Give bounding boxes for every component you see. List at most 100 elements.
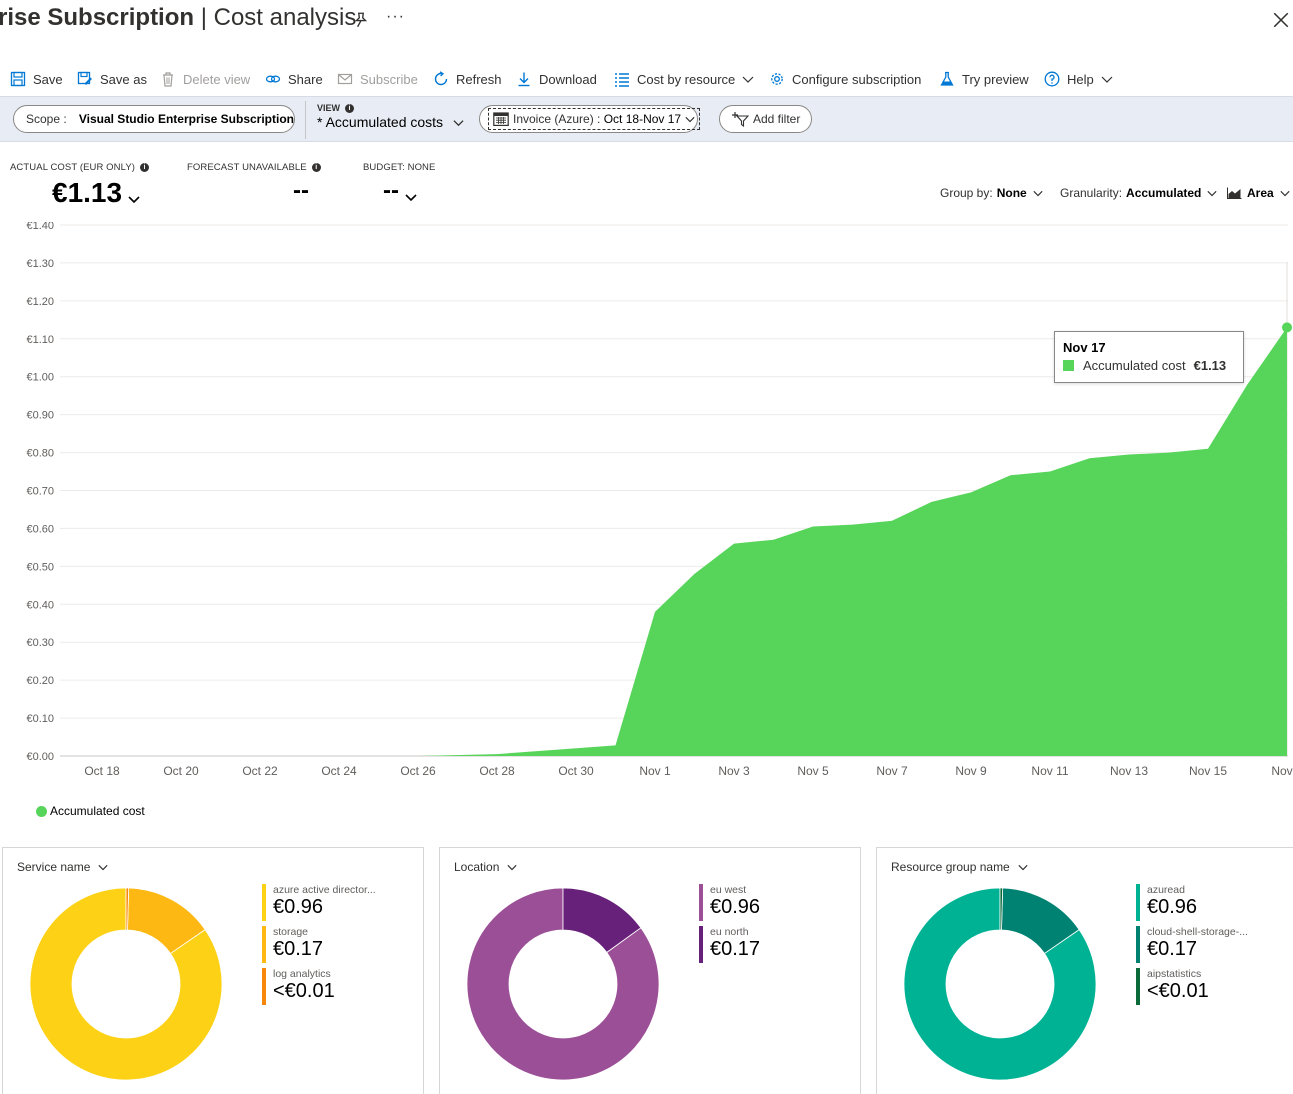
legend-color-bar — [699, 884, 703, 921]
granularity-value: Accumulated — [1126, 186, 1202, 200]
legend-swatch — [36, 805, 47, 817]
card-legend-item[interactable]: storage €0.17 — [262, 926, 376, 963]
scope-label: Scope : — [26, 112, 67, 126]
close-icon[interactable] — [1272, 11, 1290, 29]
card-legend-item[interactable]: eu west €0.96 — [699, 884, 760, 921]
view-label: VIEW — [317, 103, 341, 113]
save-label: Save — [33, 71, 63, 87]
y-tick-label: €0.20 — [26, 675, 54, 687]
breakdown-card: Service name azure active director... €0.9… — [2, 847, 424, 1094]
forecast-kpi: FORECAST UNAVAILABLE i -- — [187, 162, 321, 205]
add-filter-button[interactable]: Add filter — [719, 105, 812, 133]
chevron-down-icon — [1018, 864, 1028, 871]
x-tick-label: Oct 22 — [242, 764, 278, 778]
card-title-dropdown[interactable]: Resource group name — [891, 860, 1028, 874]
y-tick-label: €0.70 — [26, 486, 54, 498]
download-button[interactable]: Download — [516, 68, 597, 90]
chevron-down-icon — [98, 864, 108, 871]
accumulated-cost-chart[interactable]: €0.00 €0.10 €0.20 €0.30 €0.40 €0.50 €0.60 €0.70… — [0, 222, 1293, 792]
card-legend: azure active director... €0.96 storage €0.1… — [262, 884, 376, 1011]
donut-segment[interactable] — [904, 888, 1096, 1080]
share-button[interactable]: Share — [265, 68, 323, 90]
donut-segment[interactable] — [467, 888, 659, 1080]
info-icon: i — [345, 103, 355, 113]
y-tick-label: €1.20 — [26, 296, 54, 308]
x-tick-label: Oct 28 — [479, 764, 515, 778]
share-link-icon — [265, 75, 281, 83]
pin-icon[interactable] — [352, 11, 370, 29]
card-legend-item[interactable]: log analytics <€0.01 — [262, 968, 376, 1005]
chevron-down-icon — [128, 196, 140, 204]
donut-segment[interactable] — [30, 888, 222, 1080]
data-point — [1282, 322, 1292, 333]
chart-type-dropdown[interactable]: Area — [1227, 186, 1290, 200]
legend-color-bar — [262, 968, 266, 1005]
x-tick-label: Oct 24 — [321, 764, 357, 778]
y-tick-label: €1.40 — [26, 222, 54, 232]
info-icon[interactable]: i — [140, 163, 150, 172]
donut-chart[interactable] — [467, 888, 659, 1080]
more-options-icon[interactable]: ··· — [386, 8, 405, 25]
card-title-dropdown[interactable]: Service name — [17, 860, 108, 874]
configure-subscription-label: Configure subscription — [792, 71, 922, 87]
area-series — [418, 327, 1287, 756]
flask-icon — [940, 71, 954, 86]
try-preview-button[interactable]: Try preview — [939, 68, 1029, 90]
trash-icon — [163, 72, 173, 87]
scope-pill[interactable]: Scope : Visual Studio Enterprise Subscri… — [13, 105, 295, 133]
date-range-pill[interactable]: Invoice (Azure) : Oct 18-Nov 17 — [479, 105, 701, 133]
card-legend-item[interactable]: eu north €0.17 — [699, 926, 760, 963]
try-preview-label: Try preview — [962, 71, 1029, 87]
refresh-button[interactable]: Refresh — [433, 68, 502, 90]
chart-tooltip: Nov 17 Accumulated cost €1.13 — [1054, 331, 1244, 383]
donut-segment[interactable] — [999, 888, 1004, 931]
donut-segment[interactable] — [562, 888, 642, 953]
forecast-label-row: FORECAST UNAVAILABLE i — [187, 162, 321, 173]
group-by-dropdown[interactable]: Group by: None — [940, 186, 1043, 200]
list-icon — [615, 73, 629, 87]
delete-view-button[interactable]: Delete view — [160, 68, 250, 90]
view-selector[interactable]: VIEW i * Accumulated costs — [317, 103, 464, 130]
legend-item-value: €0.17 — [710, 938, 761, 960]
donut-segment[interactable] — [125, 888, 130, 931]
y-tick-label: €0.90 — [26, 410, 54, 422]
card-legend-item[interactable]: azure active director... €0.96 — [262, 884, 376, 921]
budget-value-row[interactable]: -- — [383, 177, 435, 205]
legend-item-name: azuread — [1147, 884, 1185, 896]
help-dropdown[interactable]: Help — [1044, 68, 1113, 90]
tooltip-series: Accumulated cost — [1083, 358, 1186, 373]
actual-cost-value-row[interactable]: €1.13 — [52, 177, 149, 209]
chevron-down-icon — [1207, 190, 1217, 197]
calendar-icon — [493, 112, 509, 126]
budget-value: -- — [383, 177, 399, 204]
x-tick-label: Oct 20 — [163, 764, 199, 778]
subscribe-label: Subscribe — [360, 71, 418, 87]
cost-by-resource-dropdown[interactable]: Cost by resource — [614, 68, 754, 90]
legend-item-value: €0.96 — [273, 896, 324, 918]
configure-subscription-button[interactable]: Configure subscription — [769, 68, 921, 90]
area-chart-icon — [1227, 187, 1242, 199]
legend-item-value: €0.96 — [710, 896, 761, 918]
card-legend-item[interactable]: aipstatistics <€0.01 — [1136, 968, 1248, 1005]
donut-chart[interactable] — [904, 888, 1096, 1080]
gear-icon — [771, 73, 783, 85]
page-title-separator: | — [194, 4, 214, 31]
card-title: Location — [454, 860, 500, 874]
chart-legend[interactable]: Accumulated cost — [36, 804, 145, 818]
subscribe-button[interactable]: Subscribe — [337, 68, 418, 90]
save-as-button[interactable]: Save as — [77, 68, 147, 90]
legend-item-name: eu west — [710, 884, 747, 896]
info-icon[interactable]: i — [311, 163, 321, 172]
chevron-down-icon — [405, 194, 417, 202]
card-legend-item[interactable]: azuread €0.96 — [1136, 884, 1248, 921]
card-legend-item[interactable]: cloud-shell-storage-... €0.17 — [1136, 926, 1248, 963]
save-button[interactable]: Save — [10, 68, 63, 90]
donut-chart[interactable] — [30, 888, 222, 1080]
card-title-dropdown[interactable]: Location — [454, 860, 517, 874]
view-value: * Accumulated costs — [317, 114, 444, 130]
filter-bar: Scope : Visual Studio Enterprise Subscri… — [0, 96, 1293, 142]
card-legend: azuread €0.96 cloud-shell-storage-... €0.17… — [1136, 884, 1248, 1011]
granularity-dropdown[interactable]: Granularity: Accumulated — [1060, 186, 1217, 200]
help-icon — [1044, 71, 1060, 87]
invoice-label: Invoice (Azure) : — [513, 112, 601, 126]
